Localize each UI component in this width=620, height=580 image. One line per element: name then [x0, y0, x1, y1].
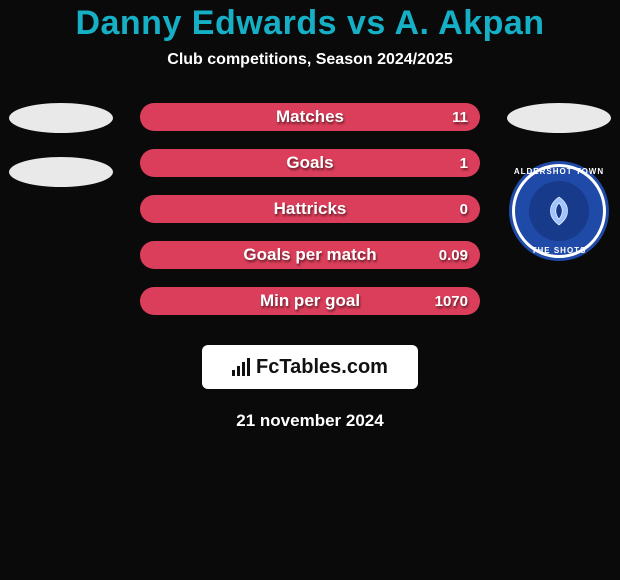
left-player-avatar [9, 103, 113, 133]
stat-bars: Matches 11 Goals 1 Hattricks 0 Goals per… [140, 103, 480, 315]
club-badge-inner [529, 181, 589, 241]
bar-chart-icon [232, 358, 250, 376]
stat-bar: Min per goal 1070 [140, 287, 480, 315]
stat-label: Goals per match [243, 245, 376, 265]
left-player-column [6, 103, 116, 211]
stat-label: Matches [276, 107, 344, 127]
stat-label: Hattricks [274, 199, 347, 219]
stat-bar: Matches 11 [140, 103, 480, 131]
stat-right-value: 0.09 [439, 247, 468, 264]
comparison-card: Danny Edwards vs A. Akpan Club competiti… [0, 0, 620, 580]
stat-right-value: 1 [460, 155, 468, 172]
phoenix-icon [539, 191, 579, 231]
stat-bar: Goals per match 0.09 [140, 241, 480, 269]
branding-text: FcTables.com [256, 356, 388, 379]
stats-area: ALDERSHOT TOWN THE SHOTS Matches 11 Goal… [0, 103, 620, 315]
subtitle: Club competitions, Season 2024/2025 [0, 51, 620, 69]
stat-bar: Goals 1 [140, 149, 480, 177]
stat-label: Min per goal [260, 291, 360, 311]
club-badge-text-top: ALDERSHOT TOWN [509, 167, 609, 176]
right-player-column: ALDERSHOT TOWN THE SHOTS [504, 103, 614, 261]
branding-badge[interactable]: FcTables.com [202, 345, 418, 389]
page-title: Danny Edwards vs A. Akpan [0, 4, 620, 43]
stat-label: Goals [286, 153, 333, 173]
stat-right-value: 0 [460, 201, 468, 218]
club-badge-text-bottom: THE SHOTS [509, 246, 609, 255]
stat-right-value: 1070 [435, 293, 468, 310]
right-player-club-badge: ALDERSHOT TOWN THE SHOTS [509, 161, 609, 261]
right-player-avatar [507, 103, 611, 133]
stat-right-value: 11 [452, 109, 468, 126]
date-stamp: 21 november 2024 [0, 411, 620, 431]
left-player-club-badge [9, 157, 113, 187]
stat-bar: Hattricks 0 [140, 195, 480, 223]
